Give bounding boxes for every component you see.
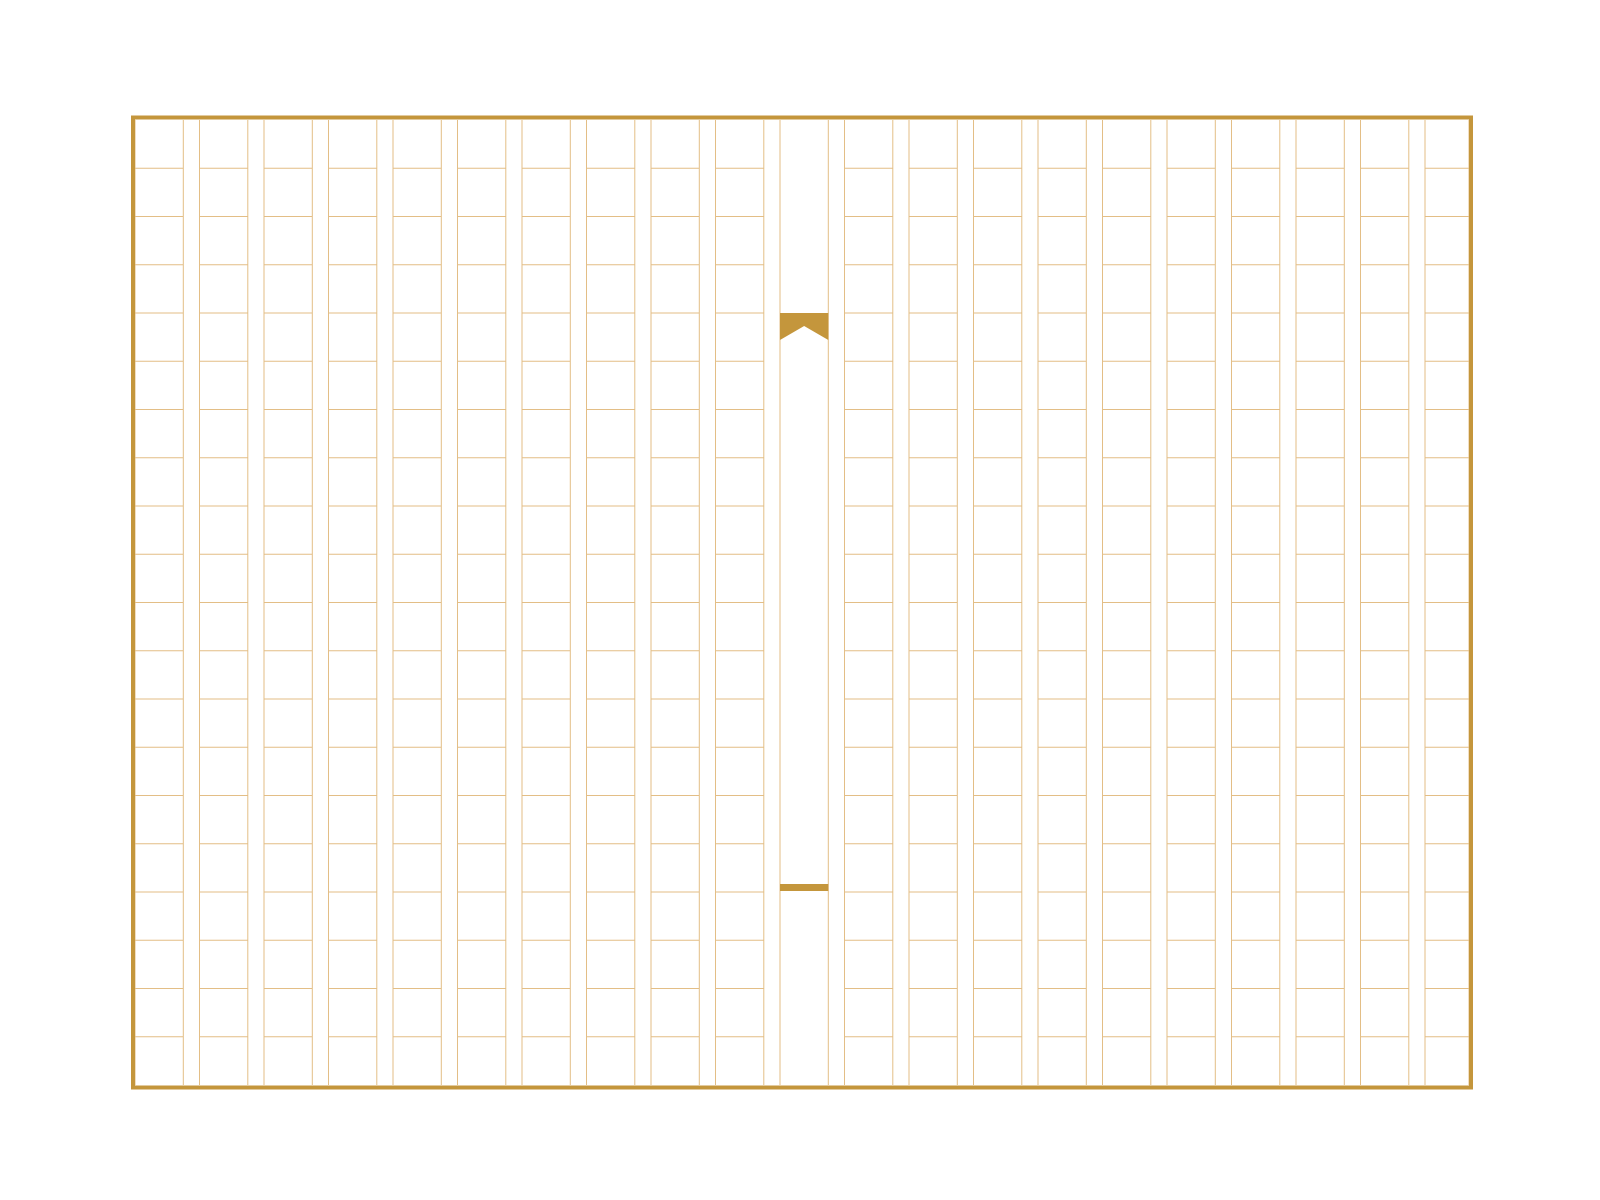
fishtail-marker-icon <box>780 313 829 340</box>
center-fold-column <box>780 313 829 891</box>
outer-frame <box>131 115 1473 1090</box>
fold-bar-marker <box>780 884 829 891</box>
cell-grid <box>134 120 1470 1085</box>
